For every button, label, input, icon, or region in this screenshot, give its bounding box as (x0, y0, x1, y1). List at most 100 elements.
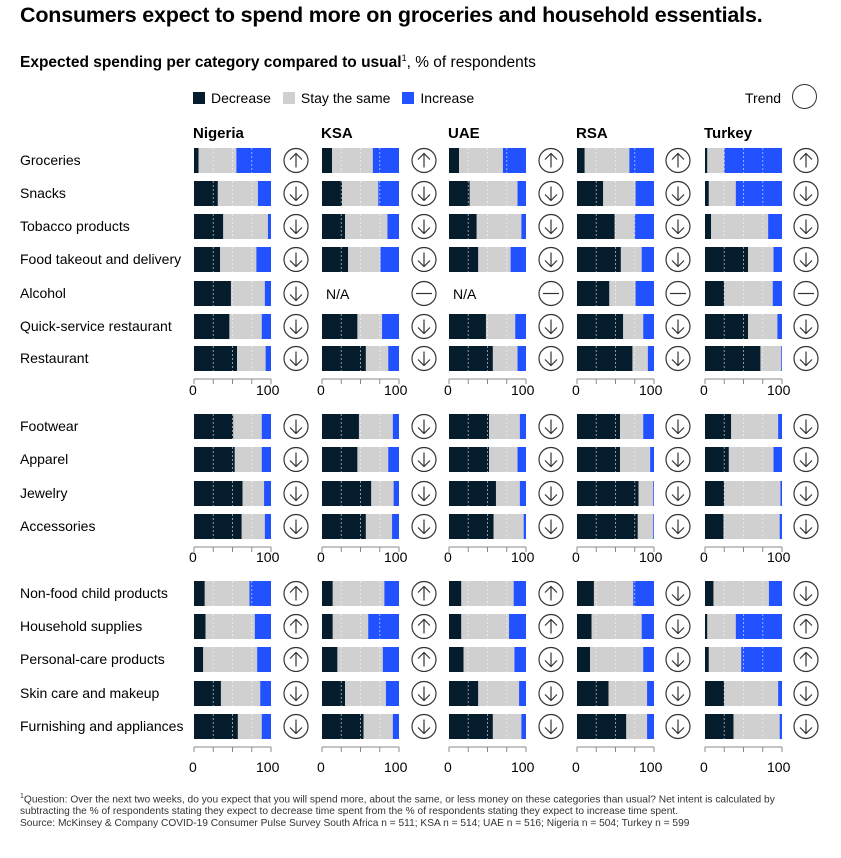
bar-stay (332, 148, 373, 173)
bar-stay (357, 447, 389, 472)
trend-up-icon (538, 580, 564, 607)
bar-increase (388, 346, 399, 371)
bar-decrease (705, 614, 708, 639)
bar-increase (643, 314, 654, 339)
trend-down-icon (538, 680, 564, 707)
bar-stay (478, 681, 520, 706)
bar-increase (261, 314, 271, 339)
tick-label-100: 100 (639, 759, 663, 775)
bar-increase (236, 148, 271, 173)
arrow-down-icon (289, 186, 303, 202)
bar-stay (365, 514, 393, 539)
arrow-down-icon (417, 351, 431, 367)
arrow-down-icon (799, 486, 813, 502)
bar-stay (476, 214, 522, 239)
arrow-down-icon (417, 486, 431, 502)
trend-legend-label: Trend (745, 90, 782, 106)
bar-stay (489, 447, 518, 472)
arrow-down-icon (544, 452, 558, 468)
bar-stay (760, 346, 782, 371)
trend-down-icon (665, 513, 691, 540)
trend-down-icon (538, 480, 564, 507)
bar-stay (724, 281, 773, 306)
trend-down-icon (538, 246, 564, 273)
arrow-down-icon (417, 319, 431, 335)
arrow-down-icon (671, 719, 685, 735)
bar-decrease (577, 247, 621, 272)
bar-decrease (577, 281, 610, 306)
bar-increase (517, 447, 526, 472)
footnote-mark: 1 (20, 793, 24, 800)
bar-decrease (194, 281, 231, 306)
arrow-down-icon (544, 486, 558, 502)
bar-stay (728, 447, 774, 472)
bar-decrease (705, 181, 709, 206)
trend-down-icon (411, 413, 437, 440)
bar-stay (620, 247, 642, 272)
bar-stay (358, 414, 393, 439)
trend-down-icon (411, 513, 437, 540)
trend-down-icon (665, 313, 691, 340)
trend-down-icon (538, 646, 564, 673)
arrow-down-icon (289, 719, 303, 735)
arrow-down-icon (671, 219, 685, 235)
trend-down-icon (665, 580, 691, 607)
chart-title: Consumers expect to spend more on grocer… (20, 3, 763, 27)
trend-down-icon (665, 213, 691, 240)
category-label-restaurant: Restaurant (20, 349, 89, 366)
bar-stay (723, 514, 780, 539)
bar-decrease (705, 681, 725, 706)
arrow-down-icon (417, 186, 431, 202)
bar-decrease (577, 681, 609, 706)
bar-increase (264, 481, 271, 506)
bar-stay (614, 214, 635, 239)
trend-down-icon (793, 580, 819, 607)
bar-decrease (449, 247, 479, 272)
footnote-question: Question: Over the next two weeks, do yo… (20, 794, 775, 817)
bar-increase (384, 581, 399, 606)
bar-increase (772, 281, 782, 306)
trend-down-icon (538, 446, 564, 473)
country-header-rsa: RSA (576, 125, 608, 142)
arrow-down-icon (289, 319, 303, 335)
bar-stay (198, 148, 237, 173)
trend-none-icon (665, 280, 691, 307)
bar-stay (357, 314, 383, 339)
arrow-up-icon (417, 618, 431, 634)
bar-stay (237, 714, 262, 739)
trend-down-icon (411, 446, 437, 473)
bar-stay (241, 514, 265, 539)
bar-increase (773, 247, 782, 272)
bar-stay (478, 247, 511, 272)
category-label-quick-service-restaurant: Quick-service restaurant (20, 317, 172, 334)
arrow-down-icon (671, 452, 685, 468)
bar-increase (392, 514, 399, 539)
category-label-skin-care-and-makeup: Skin care and makeup (20, 684, 160, 701)
tick-label-100: 100 (639, 382, 663, 398)
bar-decrease (194, 614, 206, 639)
bar-decrease (577, 714, 627, 739)
bar-decrease (322, 148, 333, 173)
bar-decrease (577, 148, 585, 173)
bar-stay (463, 647, 515, 672)
category-label-apparel: Apparel (20, 450, 69, 467)
bar-increase (517, 181, 526, 206)
arrow-up-icon (289, 651, 303, 667)
bar-decrease (577, 514, 638, 539)
trend-down-icon (793, 713, 819, 740)
bar-increase (517, 346, 526, 371)
trend-down-icon (411, 246, 437, 273)
bar-increase (653, 514, 654, 539)
arrow-down-icon (671, 252, 685, 268)
arrow-up-icon (417, 152, 431, 168)
trend-down-icon (665, 246, 691, 273)
bar-increase (523, 514, 526, 539)
arrow-down-icon (289, 519, 303, 535)
arrow-up-icon (799, 618, 813, 634)
trend-down-icon (283, 513, 309, 540)
tick-label-0: 0 (444, 759, 452, 775)
bar-increase (380, 247, 399, 272)
bar-decrease (577, 581, 594, 606)
bar-stay (637, 514, 654, 539)
bar-stay (345, 681, 386, 706)
